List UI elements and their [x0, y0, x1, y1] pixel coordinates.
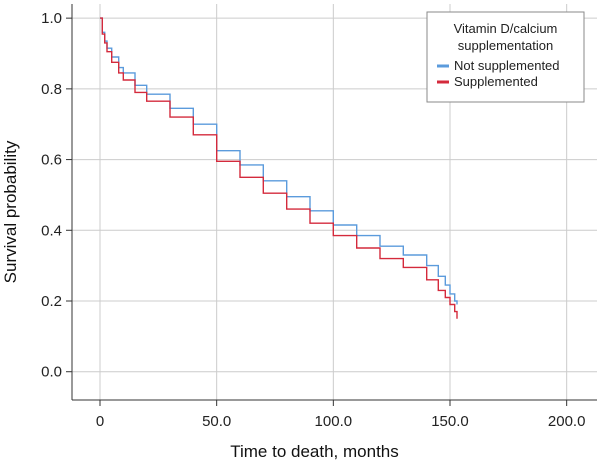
x-axis-title: Time to death, months — [230, 442, 399, 461]
legend: Vitamin D/calcium supplementation Not supp… — [426, 11, 585, 103]
x-tick-label: 150.0 — [431, 413, 469, 430]
legend-label: Supplemented — [454, 74, 538, 89]
y-tick-label: 0.6 — [41, 152, 62, 169]
y-tick-label: 0.4 — [41, 222, 62, 239]
y-tick-label: 1.0 — [41, 10, 62, 27]
x-tick-label: 200.0 — [548, 413, 586, 430]
axes: 0 50.0 100.0 150.0 200.0 0.0 0.2 0.4 0.6 0.8 1.0 — [41, 4, 597, 430]
x-tick-label: 0 — [96, 413, 104, 430]
y-tick-label: 0.2 — [41, 293, 62, 310]
y-tick-label: 0.8 — [41, 81, 62, 98]
y-tick-label: 0.0 — [41, 364, 62, 381]
x-tick-label: 50.0 — [202, 413, 231, 430]
plot-lines — [100, 17, 458, 319]
legend-title-line-1: Vitamin D/calcium — [454, 21, 558, 36]
legend-label: Not supplemented — [454, 58, 560, 73]
y-axis-title: Survival probability — [1, 140, 20, 283]
legend-title-line-2: supplementation — [458, 38, 553, 53]
series-line-supplemented — [100, 17, 458, 319]
legend-box — [426, 11, 585, 103]
x-tick-label: 100.0 — [315, 413, 353, 430]
series-line-not-supplemented — [100, 17, 458, 305]
